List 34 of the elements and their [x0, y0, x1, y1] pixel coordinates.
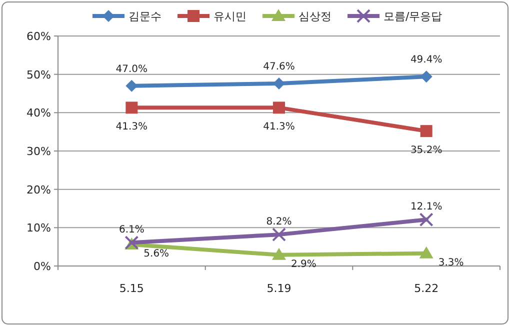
legend-label: 심상정: [298, 10, 332, 23]
data-label: 47.0%: [116, 64, 148, 75]
point: [272, 248, 286, 260]
data-label: 12.1%: [410, 202, 442, 213]
legend-label: 유시민: [214, 10, 246, 23]
x-tick-label: 5.15: [119, 282, 144, 295]
y-tick-label: 20%: [26, 183, 51, 196]
data-label: 47.6%: [263, 62, 295, 73]
data-label: 41.3%: [116, 122, 148, 133]
y-tick-label: 10%: [26, 222, 51, 235]
y-tick-label: 40%: [26, 106, 51, 120]
data-label: 6.1%: [118, 224, 144, 236]
point: [419, 246, 434, 258]
point: [420, 125, 432, 138]
y-tick-label: 30%: [26, 145, 51, 158]
legend-label: 김문수: [128, 10, 162, 23]
y-tick-label: 50%: [26, 68, 51, 82]
x-tick-label: 5.19: [266, 282, 292, 295]
legend-label: 모름/무응답: [384, 10, 442, 23]
data-label: 2.9%: [291, 258, 316, 270]
data-label: 41.3%: [263, 122, 295, 133]
y-tick-label: 60%: [26, 30, 51, 43]
point: [419, 212, 434, 227]
data-label: 5.6%: [144, 248, 170, 260]
data-label: 35.2%: [410, 145, 442, 156]
point: [273, 102, 285, 114]
data-label: 3.3%: [438, 257, 464, 268]
point: [273, 78, 285, 90]
point: [126, 102, 138, 114]
point: [272, 228, 286, 242]
data-label: 8.2%: [266, 216, 292, 228]
y-tick-label: 0%: [34, 260, 51, 273]
data-label: 49.4%: [410, 54, 442, 66]
x-tick-label: 5.22: [414, 282, 439, 295]
